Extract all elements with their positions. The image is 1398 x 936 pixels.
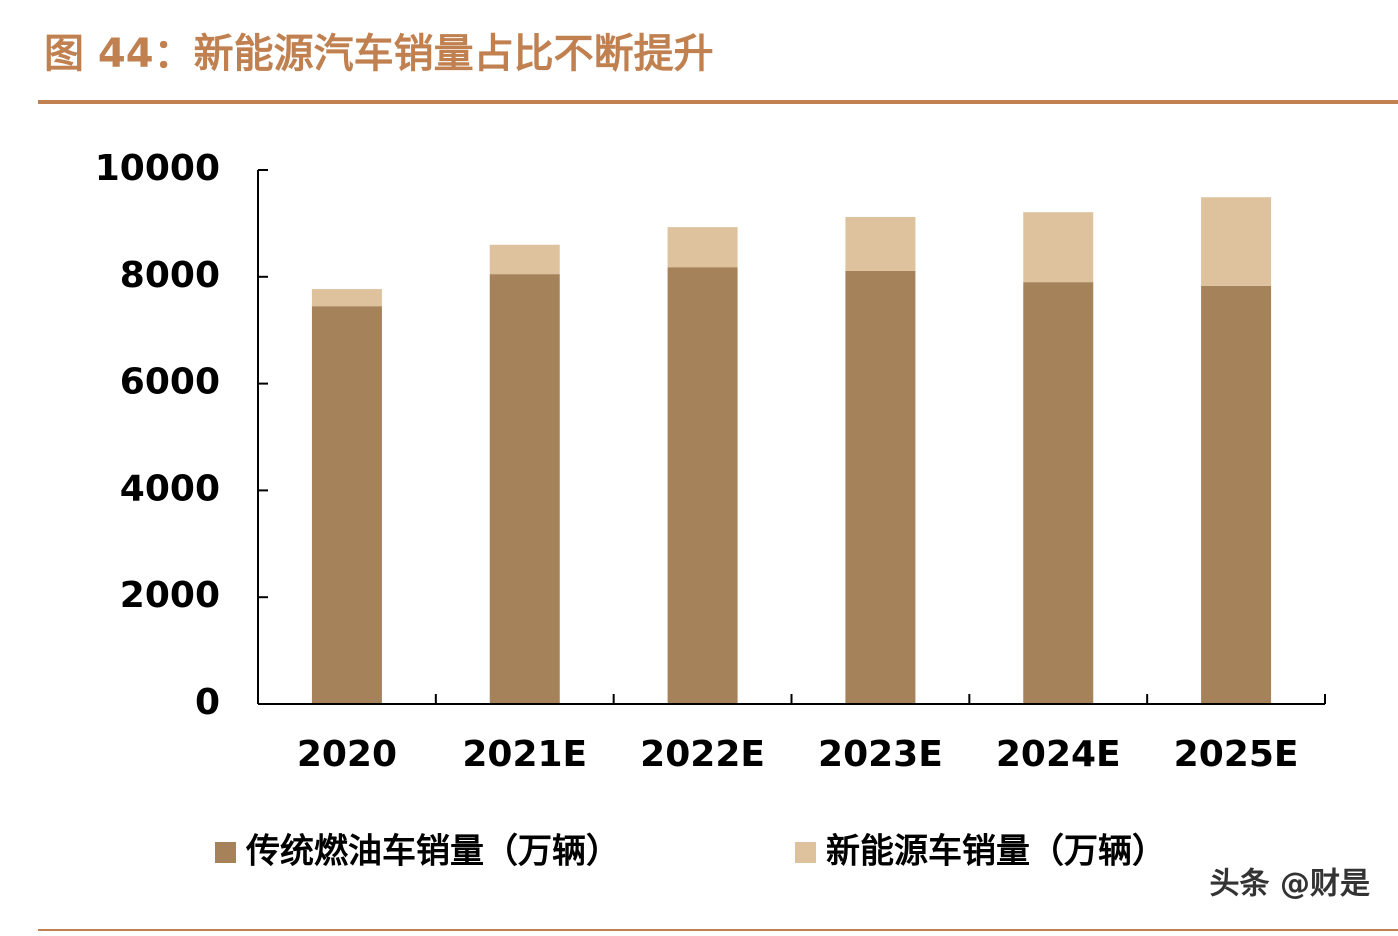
y-tick-label: 6000 [120,362,220,403]
bar-segment [1201,285,1272,704]
bar-segment [1023,282,1094,704]
x-tick-label: 2025E [1174,734,1299,775]
x-tick-label: 2022E [640,734,765,775]
x-tick-label: 2020 [297,734,397,775]
x-tick-label: 2021E [462,734,587,775]
bar-segment [845,270,916,704]
chart-title: 图 44：新能源汽车销量占比不断提升 [44,31,714,77]
y-tick-label: 2000 [120,575,220,616]
legend-label: 传统燃油车销量（万辆） [245,832,620,872]
bar-segment [311,289,382,307]
bar-segment [489,244,560,275]
bar-segment [311,306,382,704]
legend-swatch [795,842,816,863]
watermark: 头条 @财是 [1210,867,1370,902]
y-tick-label: 4000 [120,468,220,509]
x-tick-label: 2024E [996,734,1121,775]
y-tick-label: 10000 [95,148,220,189]
legend-swatch [215,842,236,863]
bar-segment [1201,197,1272,286]
bar-segment [489,274,560,704]
bar-segment [1023,212,1094,283]
legend-label: 新能源车销量（万辆） [826,832,1166,872]
x-tick-label: 2023E [818,734,943,775]
bar-segment [667,267,738,704]
y-tick-label: 8000 [120,255,220,296]
y-tick-label: 0 [195,682,220,723]
bar-segment [667,227,738,268]
bar-segment [845,216,916,271]
